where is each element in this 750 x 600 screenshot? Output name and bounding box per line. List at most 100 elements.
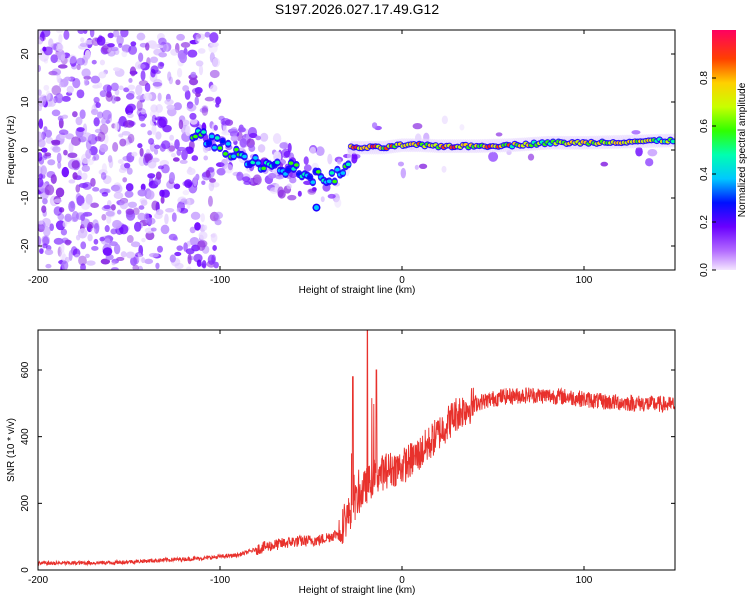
spectrogram-cell xyxy=(216,168,226,176)
spectrogram-cell xyxy=(90,227,96,235)
spectrogram-cell xyxy=(43,84,50,91)
spectrogram-cell xyxy=(230,126,239,136)
spectrogram-cell xyxy=(141,237,146,243)
spectrogram-cell xyxy=(186,103,197,112)
y-tick-label: 0 xyxy=(20,567,31,573)
spectrogram-cell xyxy=(441,165,447,173)
spectrogram-cell xyxy=(81,165,91,172)
spectrogram-cell xyxy=(212,57,220,68)
spectrogram-cell xyxy=(99,143,109,153)
spectrogram-cell xyxy=(238,124,244,132)
spectrogram-cell xyxy=(119,138,127,147)
spectrogram-cell xyxy=(96,35,106,46)
spectrogram-cell xyxy=(186,266,192,270)
spectrogram-cell xyxy=(214,211,224,220)
spectrogram-cell xyxy=(55,92,64,104)
spectrogram-cell xyxy=(100,172,107,180)
spectrogram-cell xyxy=(43,58,49,64)
spectrogram-cell xyxy=(275,174,285,180)
spectrogram-cell xyxy=(112,67,121,72)
spectrogram-cell xyxy=(208,181,215,192)
spectrogram-cell xyxy=(139,147,144,157)
spectrogram-x-ticks: -200 -100 0 100 xyxy=(28,30,593,286)
spectrogram-cell xyxy=(58,33,63,44)
spectrogram-cell xyxy=(162,43,169,52)
spectrogram-cell xyxy=(127,201,138,208)
spectrogram-cell xyxy=(200,213,205,223)
spectrogram-cell xyxy=(631,130,641,135)
spectrogram-cell xyxy=(210,41,219,48)
spectrogram-cell xyxy=(138,115,146,122)
spectrogram-cell xyxy=(101,163,107,174)
spectrogram-cell xyxy=(252,174,262,186)
spectrogram-cell xyxy=(488,151,499,162)
spectrogram-cell xyxy=(77,228,88,239)
spectrogram-cell xyxy=(249,132,258,139)
spectrogram-cell xyxy=(279,142,289,149)
spectrogram-cell xyxy=(183,242,188,252)
spectrogram-cell xyxy=(171,212,177,222)
y-tick-label: 200 xyxy=(20,495,31,512)
spectrogram-cell xyxy=(230,135,239,142)
spectrogram-cell xyxy=(277,189,286,199)
spectrogram-cell xyxy=(152,81,163,87)
spectrogram-cell xyxy=(647,148,658,157)
ridge-cell xyxy=(332,179,338,184)
spectrogram-cell xyxy=(111,261,116,266)
spectrogram-cell xyxy=(161,140,171,150)
spectrogram-cell xyxy=(157,92,162,102)
spectrogram-cell xyxy=(47,159,56,166)
spectrogram-cell xyxy=(93,117,100,127)
spectrogram-cell xyxy=(38,36,44,45)
spectrogram-cell xyxy=(208,42,218,54)
spectrogram-cell xyxy=(495,132,503,137)
spectrogram-cell xyxy=(145,42,150,51)
spectrogram-cell xyxy=(182,85,190,92)
spectrogram-cell xyxy=(418,163,428,170)
spectrogram-cell xyxy=(158,116,168,128)
spectrogram-cell xyxy=(149,43,160,50)
spectrogram-cell xyxy=(60,79,68,88)
spectrogram-cell xyxy=(147,130,153,136)
spectrogram-cell xyxy=(140,70,146,81)
spectrogram-cell xyxy=(44,129,53,138)
spectrogram-cell xyxy=(145,217,156,225)
spectrogram-cell xyxy=(74,253,81,259)
spectrogram-cell xyxy=(167,71,172,82)
isolated-peak xyxy=(313,205,319,211)
spectrogram-cell xyxy=(149,142,156,152)
spectrogram-ridge xyxy=(189,127,675,212)
spectrogram-cell xyxy=(204,31,211,38)
spectrogram-cell xyxy=(41,205,47,213)
ridge-cell xyxy=(285,167,291,172)
spectrogram-cell xyxy=(187,182,192,187)
x-tick-label: -100 xyxy=(210,575,230,586)
spectrogram-cell xyxy=(56,43,64,52)
spectrogram-cell xyxy=(184,179,193,189)
spectrogram-cell xyxy=(110,46,119,52)
spectrogram-cell xyxy=(124,120,135,128)
spectrogram-cell xyxy=(93,238,99,245)
spectrogram-cell xyxy=(57,161,62,169)
snr-y-axis-label: SNR (10 * v/v) xyxy=(6,418,17,482)
spectrogram-cell xyxy=(182,190,190,196)
spectrogram-cell xyxy=(76,64,81,71)
spectrogram-cell xyxy=(75,116,83,126)
ridge-cell xyxy=(315,170,321,174)
x-tick-label: 100 xyxy=(576,275,593,286)
spectrogram-cell xyxy=(212,244,217,251)
spectrogram-cell xyxy=(138,80,149,87)
spectrogram-cell xyxy=(158,52,168,58)
spectrogram-x-axis-label: Height of straight line (km) xyxy=(299,285,416,296)
spectrogram-cell xyxy=(303,156,309,165)
spectrogram-cell xyxy=(140,110,147,115)
spectrogram-cell xyxy=(128,45,138,55)
spectrogram-cell xyxy=(213,261,219,269)
spectrogram-cell xyxy=(50,174,57,184)
spectrogram-cell xyxy=(101,213,107,221)
spectrogram-cell xyxy=(51,68,62,76)
spectrogram-cell xyxy=(120,30,129,38)
spectrogram-cell xyxy=(185,125,191,137)
spectrogram-cell xyxy=(128,78,133,83)
spectrogram-y-axis-label: Frequency (Hz) xyxy=(6,116,17,185)
